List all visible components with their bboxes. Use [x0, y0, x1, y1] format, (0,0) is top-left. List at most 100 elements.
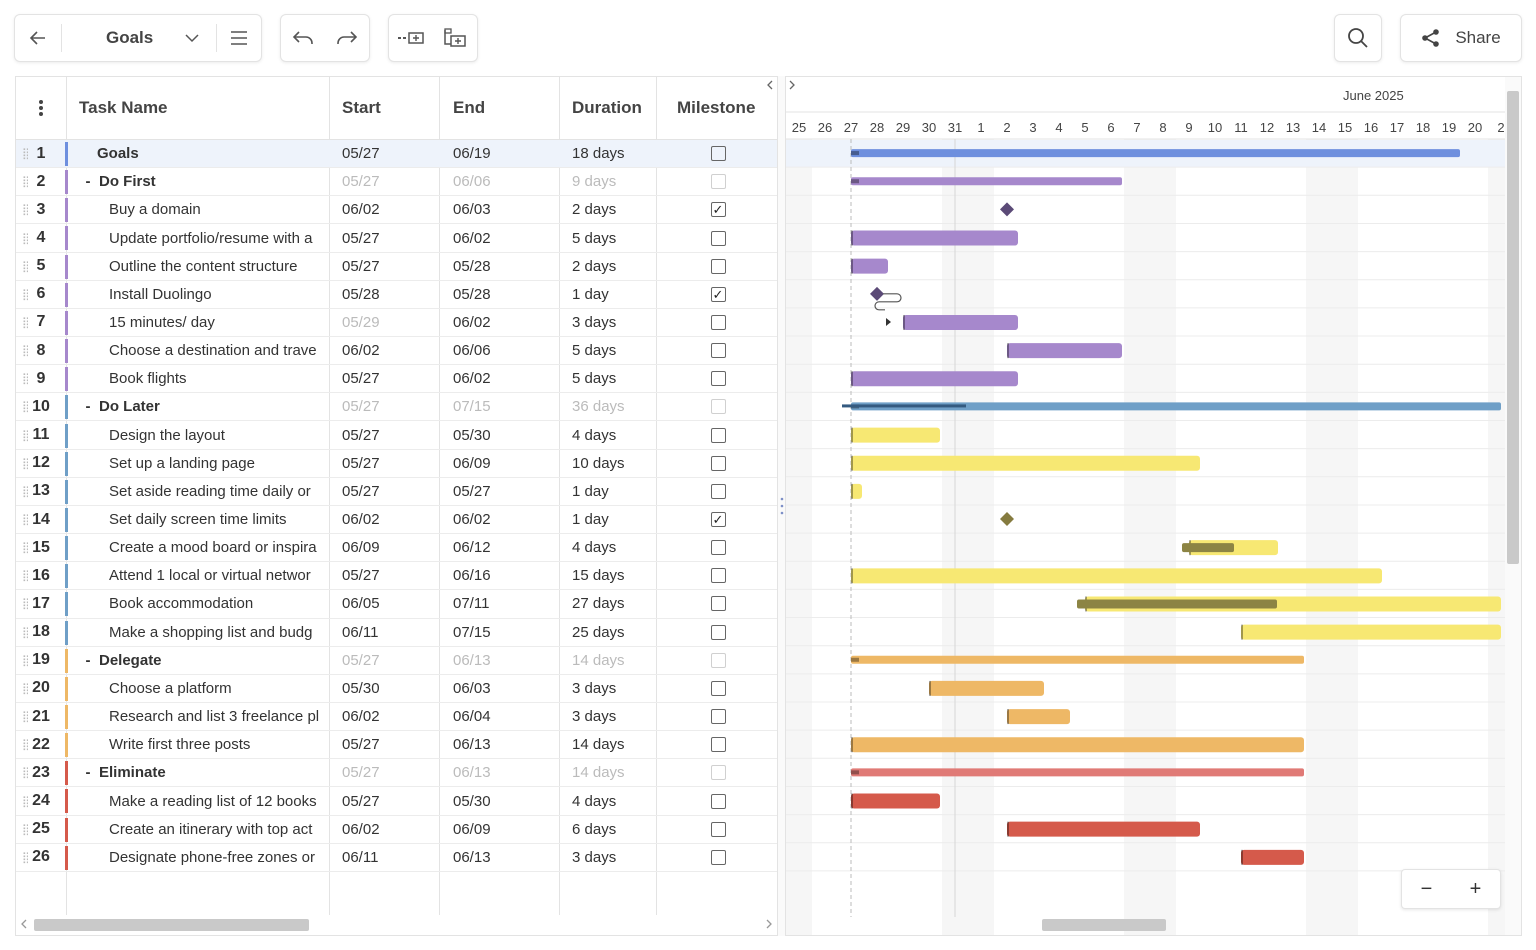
task-end-cell[interactable]: 06/06	[453, 173, 491, 191]
drag-handle-icon[interactable]: ⣿	[22, 562, 28, 589]
table-row[interactable]: ⣿11 Design the layout 05/27 05/30 4 days	[16, 422, 777, 450]
task-end-cell[interactable]: 06/02	[453, 313, 491, 331]
task-name-cell[interactable]: - Delegate	[74, 647, 324, 674]
task-end-cell[interactable]: 07/11	[453, 595, 490, 613]
table-row[interactable]: ⣿ 9 Book flights 05/27 06/02 5 days	[16, 365, 777, 394]
task-name-cell[interactable]: Set up a landing page	[74, 450, 324, 477]
task-end-cell[interactable]: 06/12	[453, 539, 491, 557]
milestone-checkbox[interactable]	[710, 427, 726, 443]
milestone-cell[interactable]	[709, 731, 727, 758]
project-selector[interactable]: Goals	[62, 15, 216, 61]
milestone-cell[interactable]	[709, 309, 727, 336]
task-start-cell[interactable]: 06/02	[342, 342, 380, 360]
milestone-cell[interactable]: ✓	[709, 196, 727, 223]
milestone-checkbox[interactable]: ✓	[710, 286, 726, 302]
task-start-cell[interactable]: 06/02	[342, 820, 380, 838]
milestone-checkbox[interactable]	[710, 793, 726, 809]
collapse-left-arrow-icon[interactable]	[766, 80, 774, 90]
task-name-cell[interactable]: Outline the content structure	[74, 253, 324, 280]
task-start-cell[interactable]: 06/02	[342, 708, 380, 726]
task-duration-cell[interactable]: 1 day	[572, 482, 609, 500]
milestone-checkbox[interactable]: ✓	[710, 512, 726, 527]
drag-handle-icon[interactable]: ⣿	[22, 140, 28, 167]
milestone-cell[interactable]	[709, 844, 727, 871]
drag-handle-icon[interactable]: ⣿	[22, 309, 28, 336]
task-end-cell[interactable]: 05/30	[453, 792, 491, 810]
task-start-cell[interactable]: 05/27	[342, 426, 380, 444]
task-duration-cell[interactable]: 4 days	[572, 792, 617, 810]
table-row[interactable]: ⣿ 4 Update portfolio/resume with a 05/27 06/…	[16, 224, 777, 253]
gantt-horizontal-scrollbar[interactable]	[1042, 919, 1166, 931]
milestone-cell[interactable]	[709, 422, 727, 449]
table-row[interactable]: ⣿ 3 Buy a domain 06/02 06/03 2 days ✓	[16, 196, 777, 225]
task-end-cell[interactable]: 06/03	[453, 679, 491, 697]
task-name-cell[interactable]: Make a shopping list and budg	[74, 619, 324, 646]
collapse-toggle[interactable]: -	[85, 764, 91, 782]
milestone-cell[interactable]	[709, 816, 727, 843]
table-row[interactable]: ⣿13 Set aside reading time daily or 05/27 0…	[16, 478, 777, 506]
task-start-cell[interactable]: 06/11	[342, 623, 379, 641]
scroll-left-arrow-icon[interactable]	[20, 919, 28, 929]
milestone-cell[interactable]: ✓	[709, 281, 727, 308]
milestone-checkbox[interactable]	[710, 596, 726, 612]
task-name-cell[interactable]: Create an itinerary with top act	[74, 816, 324, 843]
milestone-checkbox[interactable]	[710, 343, 726, 359]
drag-handle-icon[interactable]: ⣿	[22, 365, 28, 392]
task-name-cell[interactable]: Set aside reading time daily or	[74, 478, 324, 505]
task-start-cell[interactable]: 05/27	[342, 257, 380, 275]
milestone-checkbox[interactable]	[710, 568, 726, 584]
milestone-cell[interactable]	[709, 140, 727, 167]
task-end-cell[interactable]: 07/15	[453, 623, 491, 641]
table-row[interactable]: ⣿ 1 Goals 05/27 06/19 18 days	[16, 140, 777, 169]
milestone-cell[interactable]	[709, 619, 727, 646]
task-duration-cell[interactable]: 18 days	[572, 145, 625, 163]
task-start-cell[interactable]: 05/27	[342, 173, 380, 191]
drag-handle-icon[interactable]: ⣿	[22, 478, 28, 505]
milestone-cell[interactable]	[709, 703, 727, 730]
collapse-toggle[interactable]: -	[85, 651, 91, 669]
milestone-cell[interactable]	[709, 562, 727, 589]
menu-button[interactable]	[217, 15, 261, 61]
task-name-cell[interactable]: Write first three posts	[74, 731, 324, 758]
task-end-cell[interactable]: 05/30	[453, 426, 491, 444]
milestone-cell[interactable]	[709, 534, 727, 561]
milestone-checkbox[interactable]	[710, 624, 726, 640]
task-end-cell[interactable]: 06/09	[453, 820, 491, 838]
task-end-cell[interactable]: 06/06	[453, 342, 491, 360]
column-header-start[interactable]: Start	[342, 98, 381, 117]
task-start-cell[interactable]: 05/30	[342, 679, 380, 697]
task-name-cell[interactable]: Choose a platform	[74, 675, 324, 702]
milestone-checkbox[interactable]	[710, 371, 726, 387]
milestone-checkbox[interactable]	[710, 680, 726, 696]
task-duration-cell[interactable]: 14 days	[572, 736, 625, 754]
column-header-milestone[interactable]: Milestone	[677, 98, 756, 117]
task-end-cell[interactable]: 06/09	[453, 454, 491, 472]
scroll-right-arrow-icon[interactable]	[765, 919, 773, 929]
milestone-checkbox[interactable]	[710, 483, 726, 499]
milestone-cell[interactable]	[709, 365, 727, 392]
milestone-cell[interactable]: ✓	[709, 506, 727, 533]
milestone-checkbox[interactable]	[710, 399, 726, 415]
task-name-cell[interactable]: Buy a domain	[74, 196, 324, 223]
task-start-cell[interactable]: 05/28	[342, 285, 380, 303]
milestone-cell[interactable]	[709, 393, 727, 420]
collapse-toggle[interactable]: -	[85, 398, 91, 416]
milestone-checkbox[interactable]	[710, 765, 726, 781]
milestone-checkbox[interactable]	[710, 821, 726, 837]
task-duration-cell[interactable]: 14 days	[572, 764, 625, 782]
milestone-checkbox[interactable]	[710, 174, 726, 190]
indent-button[interactable]	[433, 15, 477, 61]
drag-handle-icon[interactable]: ⣿	[22, 450, 28, 477]
table-row[interactable]: ⣿19 -Delegate 05/27 06/13 14 days	[16, 647, 777, 675]
drag-handle-icon[interactable]: ⣿	[22, 422, 28, 449]
task-start-cell[interactable]: 05/27	[342, 651, 380, 669]
task-start-cell[interactable]: 06/02	[342, 511, 380, 528]
task-end-cell[interactable]: 06/13	[453, 848, 491, 866]
task-start-cell[interactable]: 06/11	[342, 848, 379, 866]
gantt-vertical-scrollbar[interactable]	[1507, 91, 1519, 564]
task-duration-cell[interactable]: 25 days	[572, 623, 625, 641]
column-header-end[interactable]: End	[453, 98, 486, 117]
back-button[interactable]	[15, 15, 61, 61]
task-duration-cell[interactable]: 5 days	[572, 342, 617, 360]
task-duration-cell[interactable]: 27 days	[572, 595, 625, 613]
